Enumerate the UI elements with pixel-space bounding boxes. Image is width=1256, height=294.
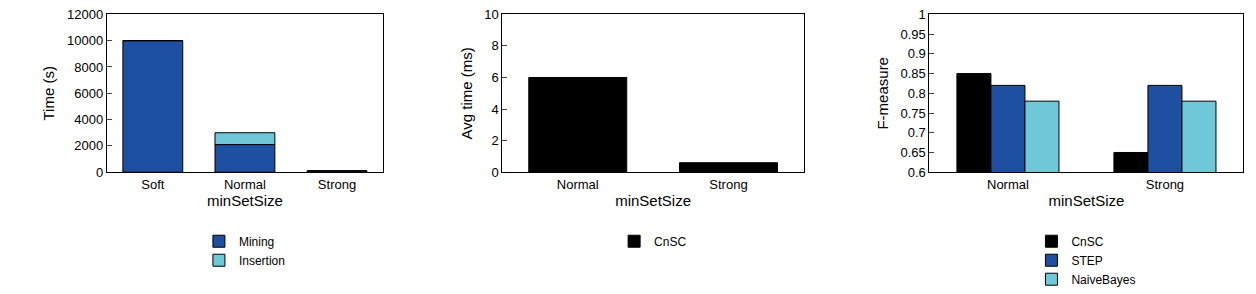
svg-text:Strong: Strong [318,177,356,192]
svg-text:Normal: Normal [224,177,266,192]
svg-text:Strong: Strong [1146,177,1184,192]
svg-text:0.9: 0.9 [908,46,926,61]
svg-text:CnSC: CnSC [654,235,686,249]
svg-text:minSetSize: minSetSize [615,192,691,209]
svg-text:10: 10 [484,7,498,22]
svg-text:0: 0 [492,165,499,180]
svg-text:Normal: Normal [557,177,599,192]
svg-text:CnSC: CnSC [1071,235,1103,249]
svg-text:1: 1 [919,7,926,22]
svg-text:0: 0 [96,165,103,180]
svg-text:8: 8 [492,38,499,53]
svg-text:minSetSize: minSetSize [207,192,283,209]
svg-text:NaiveBayes: NaiveBayes [1071,273,1135,287]
svg-text:minSetSize: minSetSize [1049,192,1125,209]
svg-text:STEP: STEP [1071,254,1102,268]
svg-text:Normal: Normal [987,177,1029,192]
svg-text:Strong: Strong [709,177,747,192]
svg-text:12000: 12000 [67,7,103,22]
svg-text:8000: 8000 [74,60,103,75]
svg-text:0.6: 0.6 [908,165,926,180]
svg-text:0.8: 0.8 [908,86,926,101]
svg-text:Time (s): Time (s) [40,66,57,120]
svg-text:0.85: 0.85 [901,66,926,81]
svg-text:Mining: Mining [239,235,274,249]
svg-text:6: 6 [492,70,499,85]
svg-text:F-measure: F-measure [874,57,891,130]
svg-text:6000: 6000 [74,86,103,101]
svg-text:0.7: 0.7 [908,125,926,140]
svg-text:Insertion: Insertion [239,254,285,268]
svg-text:0.75: 0.75 [901,106,926,121]
svg-text:2000: 2000 [74,138,103,153]
svg-text:0.65: 0.65 [901,145,926,160]
svg-text:4: 4 [492,102,499,117]
svg-text:Avg time (ms): Avg time (ms) [458,47,475,139]
svg-text:10000: 10000 [67,33,103,48]
svg-text:4000: 4000 [74,112,103,127]
svg-text:2: 2 [492,133,499,148]
svg-text:0.95: 0.95 [901,27,926,42]
svg-text:Soft: Soft [141,177,165,192]
